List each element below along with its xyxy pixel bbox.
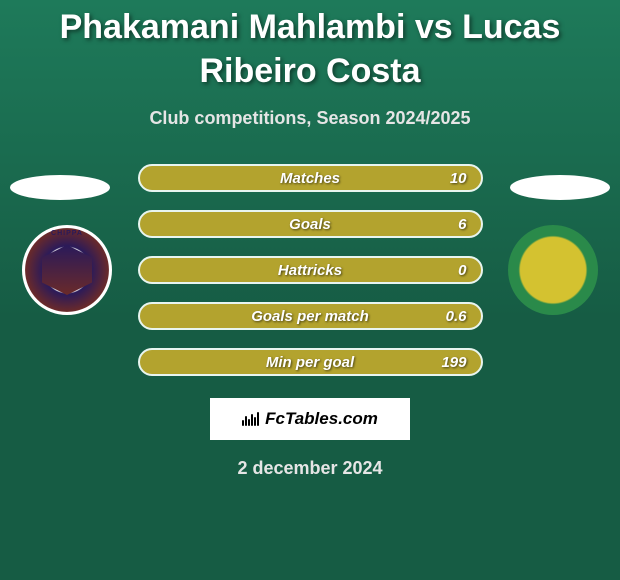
stat-label: Goals per match [251, 308, 369, 325]
comparison-subtitle: Club competitions, Season 2024/2025 [0, 108, 620, 129]
stat-label: Matches [280, 170, 340, 187]
stat-right-value: 6 [458, 216, 466, 233]
stat-row-matches: Matches 10 [138, 164, 483, 192]
stat-right-value: 10 [450, 170, 467, 187]
stat-right-value: 199 [441, 354, 466, 371]
stat-row-goals: Goals 6 [138, 210, 483, 238]
stat-row-min-per-goal: Min per goal 199 [138, 348, 483, 376]
stats-list: Matches 10 Goals 6 Hattricks 0 Goals per… [0, 164, 620, 376]
stat-right-value: 0.6 [446, 308, 467, 325]
comparison-title: Phakamani Mahlambi vs Lucas Ribeiro Cost… [0, 0, 620, 93]
stat-label: Min per goal [266, 354, 354, 371]
bar-chart-icon [242, 412, 259, 426]
stat-row-goals-per-match: Goals per match 0.6 [138, 302, 483, 330]
footer-brand-text: FcTables.com [265, 409, 378, 429]
footer-brand: FcTables.com [210, 398, 410, 440]
stat-row-hattricks: Hattricks 0 [138, 256, 483, 284]
footer-date: 2 december 2024 [0, 458, 620, 479]
stat-label: Hattricks [278, 262, 342, 279]
stat-right-value: 0 [458, 262, 466, 279]
stats-panel: Matches 10 Goals 6 Hattricks 0 Goals per… [0, 164, 620, 479]
stat-label: Goals [289, 216, 331, 233]
